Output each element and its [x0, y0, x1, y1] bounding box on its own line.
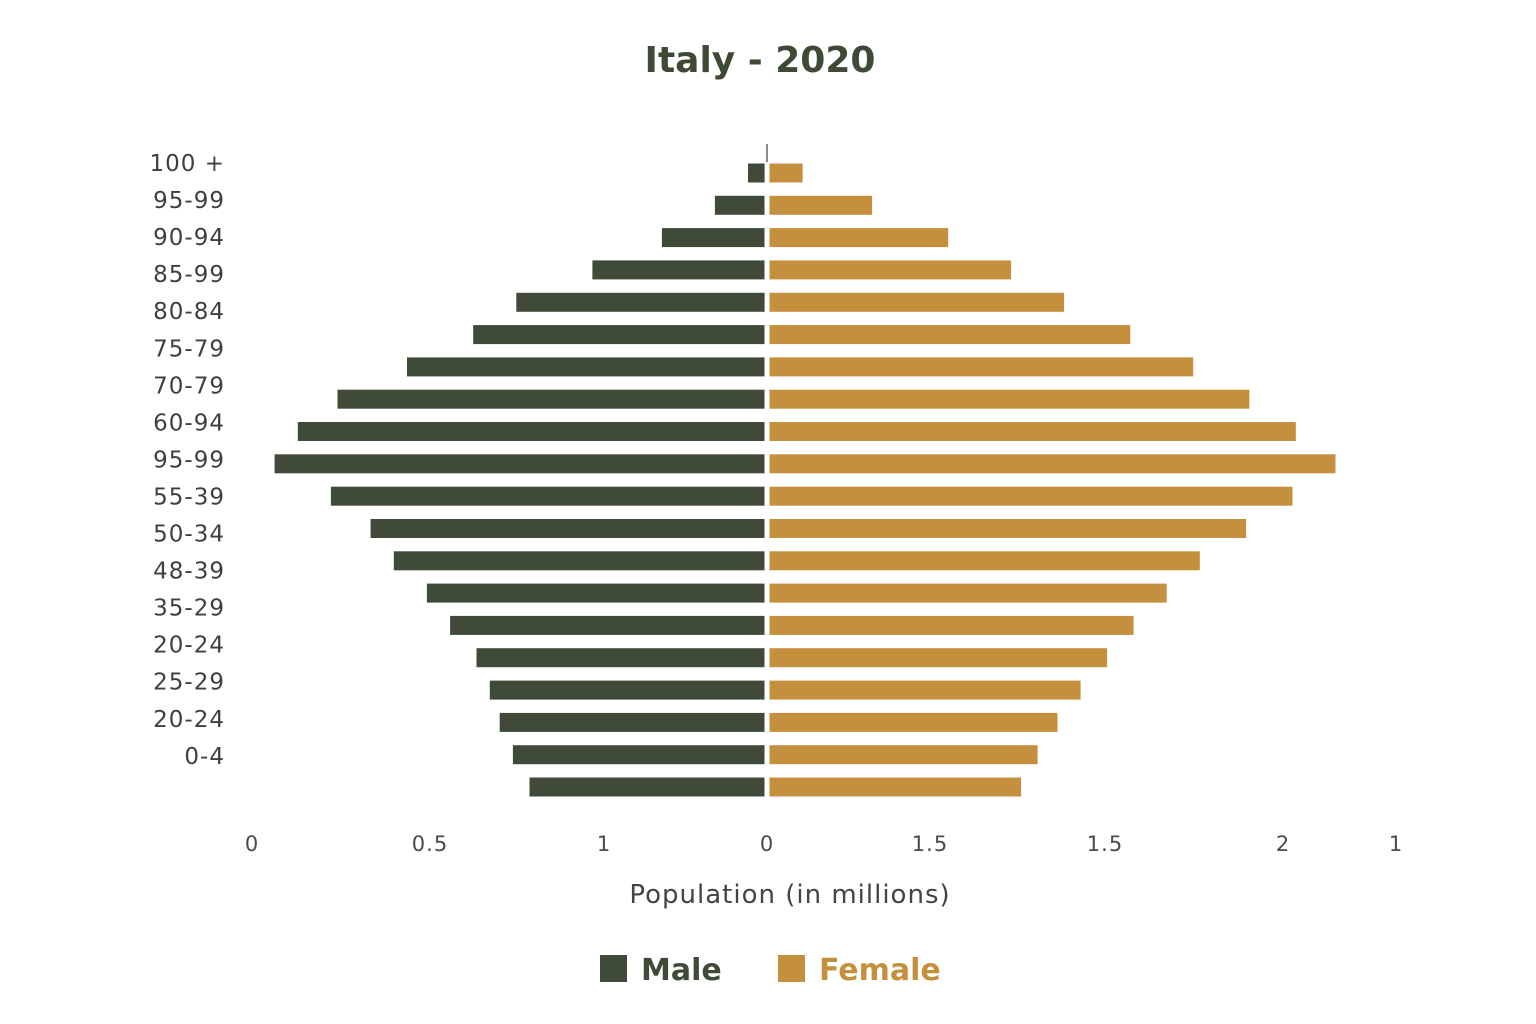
female-bar [769, 519, 1247, 538]
age-group-label: 95-99 [153, 447, 225, 473]
age-group-label: 75-79 [153, 336, 225, 362]
female-bar [769, 389, 1250, 409]
age-group-label: 100 + [150, 151, 225, 177]
age-group-label: 50-34 [153, 522, 225, 548]
male-bar [450, 615, 765, 635]
age-group-label: 48-39 [153, 559, 225, 585]
x-axis-tick-labels: 0 0.5 1 0 1.5 1.5 2 1 [245, 832, 1403, 856]
age-group-label: 80-84 [153, 299, 225, 325]
male-bar [516, 292, 765, 312]
male-bar [592, 260, 765, 280]
female-legend-label: Female [819, 953, 941, 988]
age-group-label: 95-99 [153, 188, 225, 214]
x-tick-label: 0 [760, 832, 774, 856]
male-legend-label: Male [641, 953, 722, 988]
female-bar [769, 228, 949, 248]
age-group-label: 20-24 [153, 707, 225, 733]
age-group-labels: 100 + 95-99 90-94 85-99 80-84 75-79 70-79 60-94… [150, 151, 225, 770]
female-bar [769, 777, 1022, 797]
female-bar [769, 615, 1134, 635]
age-group-label: 60-94 [153, 410, 225, 436]
male-bar [473, 325, 765, 345]
male-bar [512, 745, 765, 765]
male-bar [407, 357, 765, 377]
female-bar [769, 325, 1131, 345]
male-bars [274, 163, 765, 797]
female-bar [769, 454, 1336, 474]
age-group-label: 55-39 [153, 484, 225, 510]
female-bar [769, 260, 1012, 280]
age-group-label: 70-79 [153, 373, 225, 399]
male-bar [337, 389, 765, 409]
age-group-label: 25-29 [153, 670, 225, 696]
female-bar [769, 422, 1296, 441]
x-tick-label: 1.5 [1087, 832, 1123, 856]
female-bar [769, 680, 1081, 700]
x-tick-label: 2 [1276, 832, 1290, 856]
female-bar [769, 745, 1038, 765]
age-group-label: 85-99 [153, 262, 225, 288]
chart-title: Italy - 2020 [645, 40, 876, 81]
x-tick-label: 0.5 [412, 832, 448, 856]
x-tick-label: 1 [1389, 832, 1403, 856]
female-legend-swatch [778, 955, 805, 982]
female-bar [769, 292, 1065, 312]
age-group-label: 90-94 [153, 225, 225, 251]
male-legend-swatch [600, 955, 627, 982]
male-bar [661, 228, 765, 248]
male-bar [393, 551, 765, 571]
male-bar [529, 777, 765, 797]
x-tick-label: 1 [597, 832, 611, 856]
male-bar [274, 454, 765, 474]
legend: Male Female [600, 953, 941, 988]
male-bar [370, 519, 765, 538]
age-group-label: 20-24 [153, 633, 225, 659]
male-bar [714, 195, 765, 215]
male-bar [499, 712, 765, 732]
female-bar [769, 163, 803, 183]
x-tick-label: 1.5 [912, 832, 948, 856]
x-tick-label: 0 [245, 832, 259, 856]
male-bar [489, 680, 765, 700]
female-bar [769, 195, 873, 215]
female-bar [769, 486, 1293, 506]
male-bar [297, 422, 765, 441]
x-axis-label: Population (in millions) [629, 880, 950, 910]
male-bar [426, 583, 765, 603]
male-bar [330, 486, 765, 506]
male-bar [476, 648, 765, 668]
male-bar [748, 163, 765, 183]
female-bar [769, 712, 1058, 732]
female-bar [769, 583, 1167, 603]
female-bars [769, 163, 1336, 797]
age-group-label: 0-4 [184, 744, 225, 770]
female-bar [769, 648, 1108, 668]
age-group-label: 35-29 [153, 596, 225, 622]
female-bar [769, 551, 1200, 571]
female-bar [769, 357, 1194, 377]
